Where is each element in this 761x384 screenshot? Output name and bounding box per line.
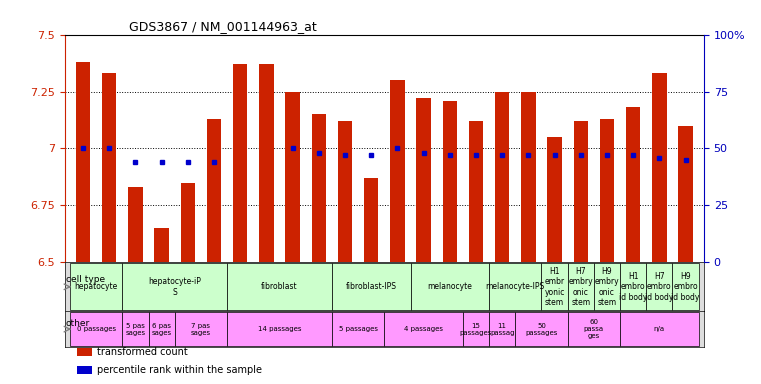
Text: percentile rank within the sample: percentile rank within the sample	[97, 365, 262, 375]
Bar	[154, 228, 169, 262]
Bar	[521, 91, 536, 262]
FancyBboxPatch shape	[542, 263, 568, 310]
Text: hepatocyte-iP
S: hepatocyte-iP S	[148, 277, 201, 296]
FancyBboxPatch shape	[489, 312, 515, 346]
Bar	[78, 366, 91, 374]
Text: transformed count: transformed count	[97, 347, 187, 357]
Bar	[547, 137, 562, 262]
Text: 7 pas
sages: 7 pas sages	[191, 323, 211, 336]
Bar	[102, 73, 116, 262]
Text: hepatocyte: hepatocyte	[75, 282, 118, 291]
Bar	[678, 126, 693, 262]
Bar	[207, 119, 221, 262]
Bar	[311, 114, 326, 262]
FancyBboxPatch shape	[227, 263, 332, 310]
Text: 6 pas
sages: 6 pas sages	[151, 323, 172, 336]
FancyBboxPatch shape	[515, 312, 568, 346]
FancyBboxPatch shape	[332, 263, 410, 310]
Text: 60
passa
ges: 60 passa ges	[584, 319, 604, 339]
Text: H7
embry
onic
stem: H7 embry onic stem	[568, 267, 593, 307]
Text: H9
embro
id body: H9 embro id body	[671, 272, 700, 302]
Text: other: other	[65, 319, 90, 328]
Bar	[626, 108, 641, 262]
Bar	[469, 121, 483, 262]
Text: melanocyte: melanocyte	[428, 282, 473, 291]
Bar	[78, 348, 91, 356]
Text: 5 pas
sages: 5 pas sages	[126, 323, 145, 336]
FancyBboxPatch shape	[646, 263, 673, 310]
FancyBboxPatch shape	[70, 263, 123, 310]
Bar	[390, 80, 405, 262]
Text: H9
embry
onic
stem: H9 embry onic stem	[594, 267, 619, 307]
Text: H1
embr
yonic
stem: H1 embr yonic stem	[544, 267, 565, 307]
Text: 14 passages: 14 passages	[258, 326, 301, 332]
Bar	[233, 64, 247, 262]
FancyBboxPatch shape	[332, 312, 384, 346]
Bar	[574, 121, 588, 262]
Text: 4 passages: 4 passages	[404, 326, 443, 332]
Text: 5 passages: 5 passages	[339, 326, 377, 332]
Bar	[364, 178, 378, 262]
Bar	[443, 101, 457, 262]
FancyBboxPatch shape	[384, 312, 463, 346]
Text: H7
embro
id body: H7 embro id body	[645, 272, 673, 302]
Bar	[285, 91, 300, 262]
Text: melanocyte-IPS: melanocyte-IPS	[486, 282, 545, 291]
Bar	[338, 121, 352, 262]
Bar	[416, 98, 431, 262]
FancyBboxPatch shape	[123, 312, 148, 346]
Bar	[180, 183, 195, 262]
FancyBboxPatch shape	[673, 263, 699, 310]
Text: cell type: cell type	[65, 275, 105, 284]
Text: 15
passages: 15 passages	[460, 323, 492, 336]
Text: 11
passag: 11 passag	[490, 323, 514, 336]
FancyBboxPatch shape	[70, 312, 123, 346]
FancyBboxPatch shape	[175, 312, 227, 346]
Text: n/a: n/a	[654, 326, 665, 332]
FancyBboxPatch shape	[568, 263, 594, 310]
FancyBboxPatch shape	[594, 263, 620, 310]
Bar	[76, 62, 91, 262]
Text: fibroblast-IPS: fibroblast-IPS	[345, 282, 396, 291]
FancyBboxPatch shape	[620, 263, 646, 310]
FancyBboxPatch shape	[410, 263, 489, 310]
FancyBboxPatch shape	[568, 312, 620, 346]
Bar	[600, 119, 614, 262]
Bar	[495, 91, 509, 262]
FancyBboxPatch shape	[123, 263, 227, 310]
Text: 50
passages: 50 passages	[525, 323, 558, 336]
Text: GDS3867 / NM_001144963_at: GDS3867 / NM_001144963_at	[129, 20, 317, 33]
Bar	[260, 64, 274, 262]
FancyBboxPatch shape	[227, 312, 332, 346]
Text: fibroblast: fibroblast	[261, 282, 298, 291]
Bar	[128, 187, 142, 262]
Bar	[652, 73, 667, 262]
Text: H1
embro
id body: H1 embro id body	[619, 272, 648, 302]
Text: 0 passages: 0 passages	[77, 326, 116, 332]
FancyBboxPatch shape	[620, 312, 699, 346]
FancyBboxPatch shape	[463, 312, 489, 346]
FancyBboxPatch shape	[489, 263, 542, 310]
FancyBboxPatch shape	[148, 312, 175, 346]
